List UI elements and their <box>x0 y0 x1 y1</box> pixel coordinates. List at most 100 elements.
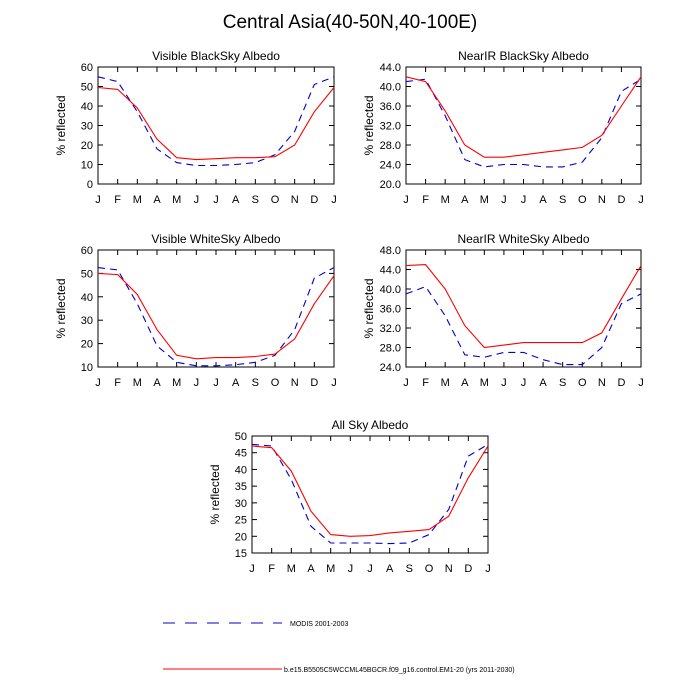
plot-frame <box>405 249 642 368</box>
x-tick-label: J <box>194 194 200 206</box>
y-axis-label: % reflected <box>54 278 68 338</box>
plot-frame <box>405 66 642 185</box>
y-tick-label: 50 <box>235 431 247 443</box>
x-tick-label: O <box>578 377 587 389</box>
x-tick-label: J <box>521 377 527 389</box>
y-tick-label: 20 <box>81 339 93 351</box>
series-line-modis <box>97 267 335 367</box>
plot-frame <box>97 249 335 368</box>
x-tick-label: D <box>310 377 318 389</box>
x-tick-label: N <box>598 377 606 389</box>
x-tick-label: S <box>559 194 566 206</box>
panel-title: Visible BlackSky Albedo <box>152 49 280 63</box>
x-tick-label: N <box>598 194 606 206</box>
x-tick-label: J <box>331 194 337 206</box>
x-tick-label: O <box>578 194 587 206</box>
series-line-modis <box>405 285 642 366</box>
x-tick-label: J <box>485 563 491 575</box>
x-tick-label: A <box>461 377 469 389</box>
x-tick-label: S <box>406 563 413 575</box>
y-axis-label: % reflected <box>54 95 68 155</box>
y-tick-label: 35 <box>235 481 247 493</box>
y-tick-label: 40.0 <box>380 284 401 296</box>
x-tick-label: J <box>638 377 644 389</box>
panel-title: NearIR BlackSky Albedo <box>458 49 589 63</box>
y-tick-label: 28.0 <box>380 343 401 355</box>
x-tick-label: J <box>331 377 337 389</box>
x-tick-label: J <box>95 377 101 389</box>
x-tick-label: J <box>403 377 409 389</box>
x-tick-label: D <box>464 563 472 575</box>
x-tick-label: S <box>252 377 259 389</box>
y-tick-label: 20 <box>235 531 247 543</box>
x-tick-label: D <box>310 194 318 206</box>
x-tick-label: J <box>521 194 527 206</box>
x-tick-label: D <box>617 194 625 206</box>
x-tick-label: N <box>445 563 453 575</box>
x-tick-label: A <box>153 377 161 389</box>
y-tick-label: 10 <box>81 160 93 172</box>
x-tick-label: M <box>480 194 489 206</box>
y-tick-label: 44.0 <box>380 265 401 277</box>
x-tick-label: D <box>617 377 625 389</box>
x-tick-label: M <box>480 377 489 389</box>
y-tick-label: 28.0 <box>380 140 401 152</box>
x-tick-label: A <box>386 563 394 575</box>
y-tick-label: 40 <box>81 292 93 304</box>
x-tick-label: M <box>172 377 181 389</box>
y-tick-label: 50 <box>81 268 93 280</box>
y-tick-label: 24.0 <box>380 160 401 172</box>
y-tick-label: 20.0 <box>380 179 401 191</box>
x-tick-label: F <box>268 563 275 575</box>
x-tick-label: M <box>133 377 142 389</box>
y-tick-label: 30 <box>235 498 247 510</box>
legend-label: b.e15.B5505C5WCCML45BGCR.f09_g16.control… <box>284 667 515 674</box>
x-tick-label: F <box>422 377 429 389</box>
figure-title: Central Asia(40-50N,40-100E) <box>222 12 478 33</box>
y-tick-label: 30 <box>81 315 93 327</box>
x-tick-label: F <box>114 194 121 206</box>
x-tick-label: M <box>172 194 181 206</box>
x-tick-label: M <box>441 194 450 206</box>
x-tick-label: O <box>271 377 280 389</box>
y-tick-label: 25 <box>235 515 247 527</box>
y-axis-label: % reflected <box>362 95 376 155</box>
y-tick-label: 0 <box>87 179 93 191</box>
x-tick-label: S <box>559 377 566 389</box>
y-tick-label: 15 <box>235 548 247 560</box>
series-line-modis <box>405 78 642 168</box>
y-tick-label: 48.0 <box>380 245 401 257</box>
y-axis-label: % reflected <box>208 464 222 524</box>
y-tick-label: 30 <box>81 121 93 133</box>
y-tick-label: 32.0 <box>380 121 401 133</box>
x-tick-label: O <box>271 194 280 206</box>
x-tick-label: J <box>403 194 409 206</box>
y-tick-label: 45 <box>235 448 247 460</box>
x-tick-label: A <box>307 563 315 575</box>
x-tick-label: J <box>249 563 255 575</box>
x-tick-label: A <box>539 377 547 389</box>
plot-frame <box>97 66 335 185</box>
y-tick-label: 50 <box>81 82 93 94</box>
panel-title: All Sky Albedo <box>332 418 409 432</box>
series-line-model <box>97 86 335 161</box>
x-tick-label: J <box>95 194 101 206</box>
x-tick-label: J <box>348 563 354 575</box>
y-tick-label: 60 <box>81 62 93 74</box>
y-tick-label: 40 <box>235 464 247 476</box>
chart-panel-4: NearIR WhiteSky Albedo 24.0 28.0 32.0 36.0 40… <box>362 232 644 389</box>
series-line-modis <box>97 76 335 167</box>
y-tick-label: 40 <box>81 101 93 113</box>
y-tick-label: 36.0 <box>380 101 401 113</box>
y-tick-label: 32.0 <box>380 323 401 335</box>
x-tick-label: F <box>114 377 121 389</box>
x-tick-label: O <box>425 563 434 575</box>
y-tick-label: 24.0 <box>380 362 401 374</box>
x-tick-label: M <box>287 563 296 575</box>
x-tick-label: J <box>213 194 219 206</box>
x-tick-label: J <box>501 377 507 389</box>
x-tick-label: N <box>291 377 299 389</box>
